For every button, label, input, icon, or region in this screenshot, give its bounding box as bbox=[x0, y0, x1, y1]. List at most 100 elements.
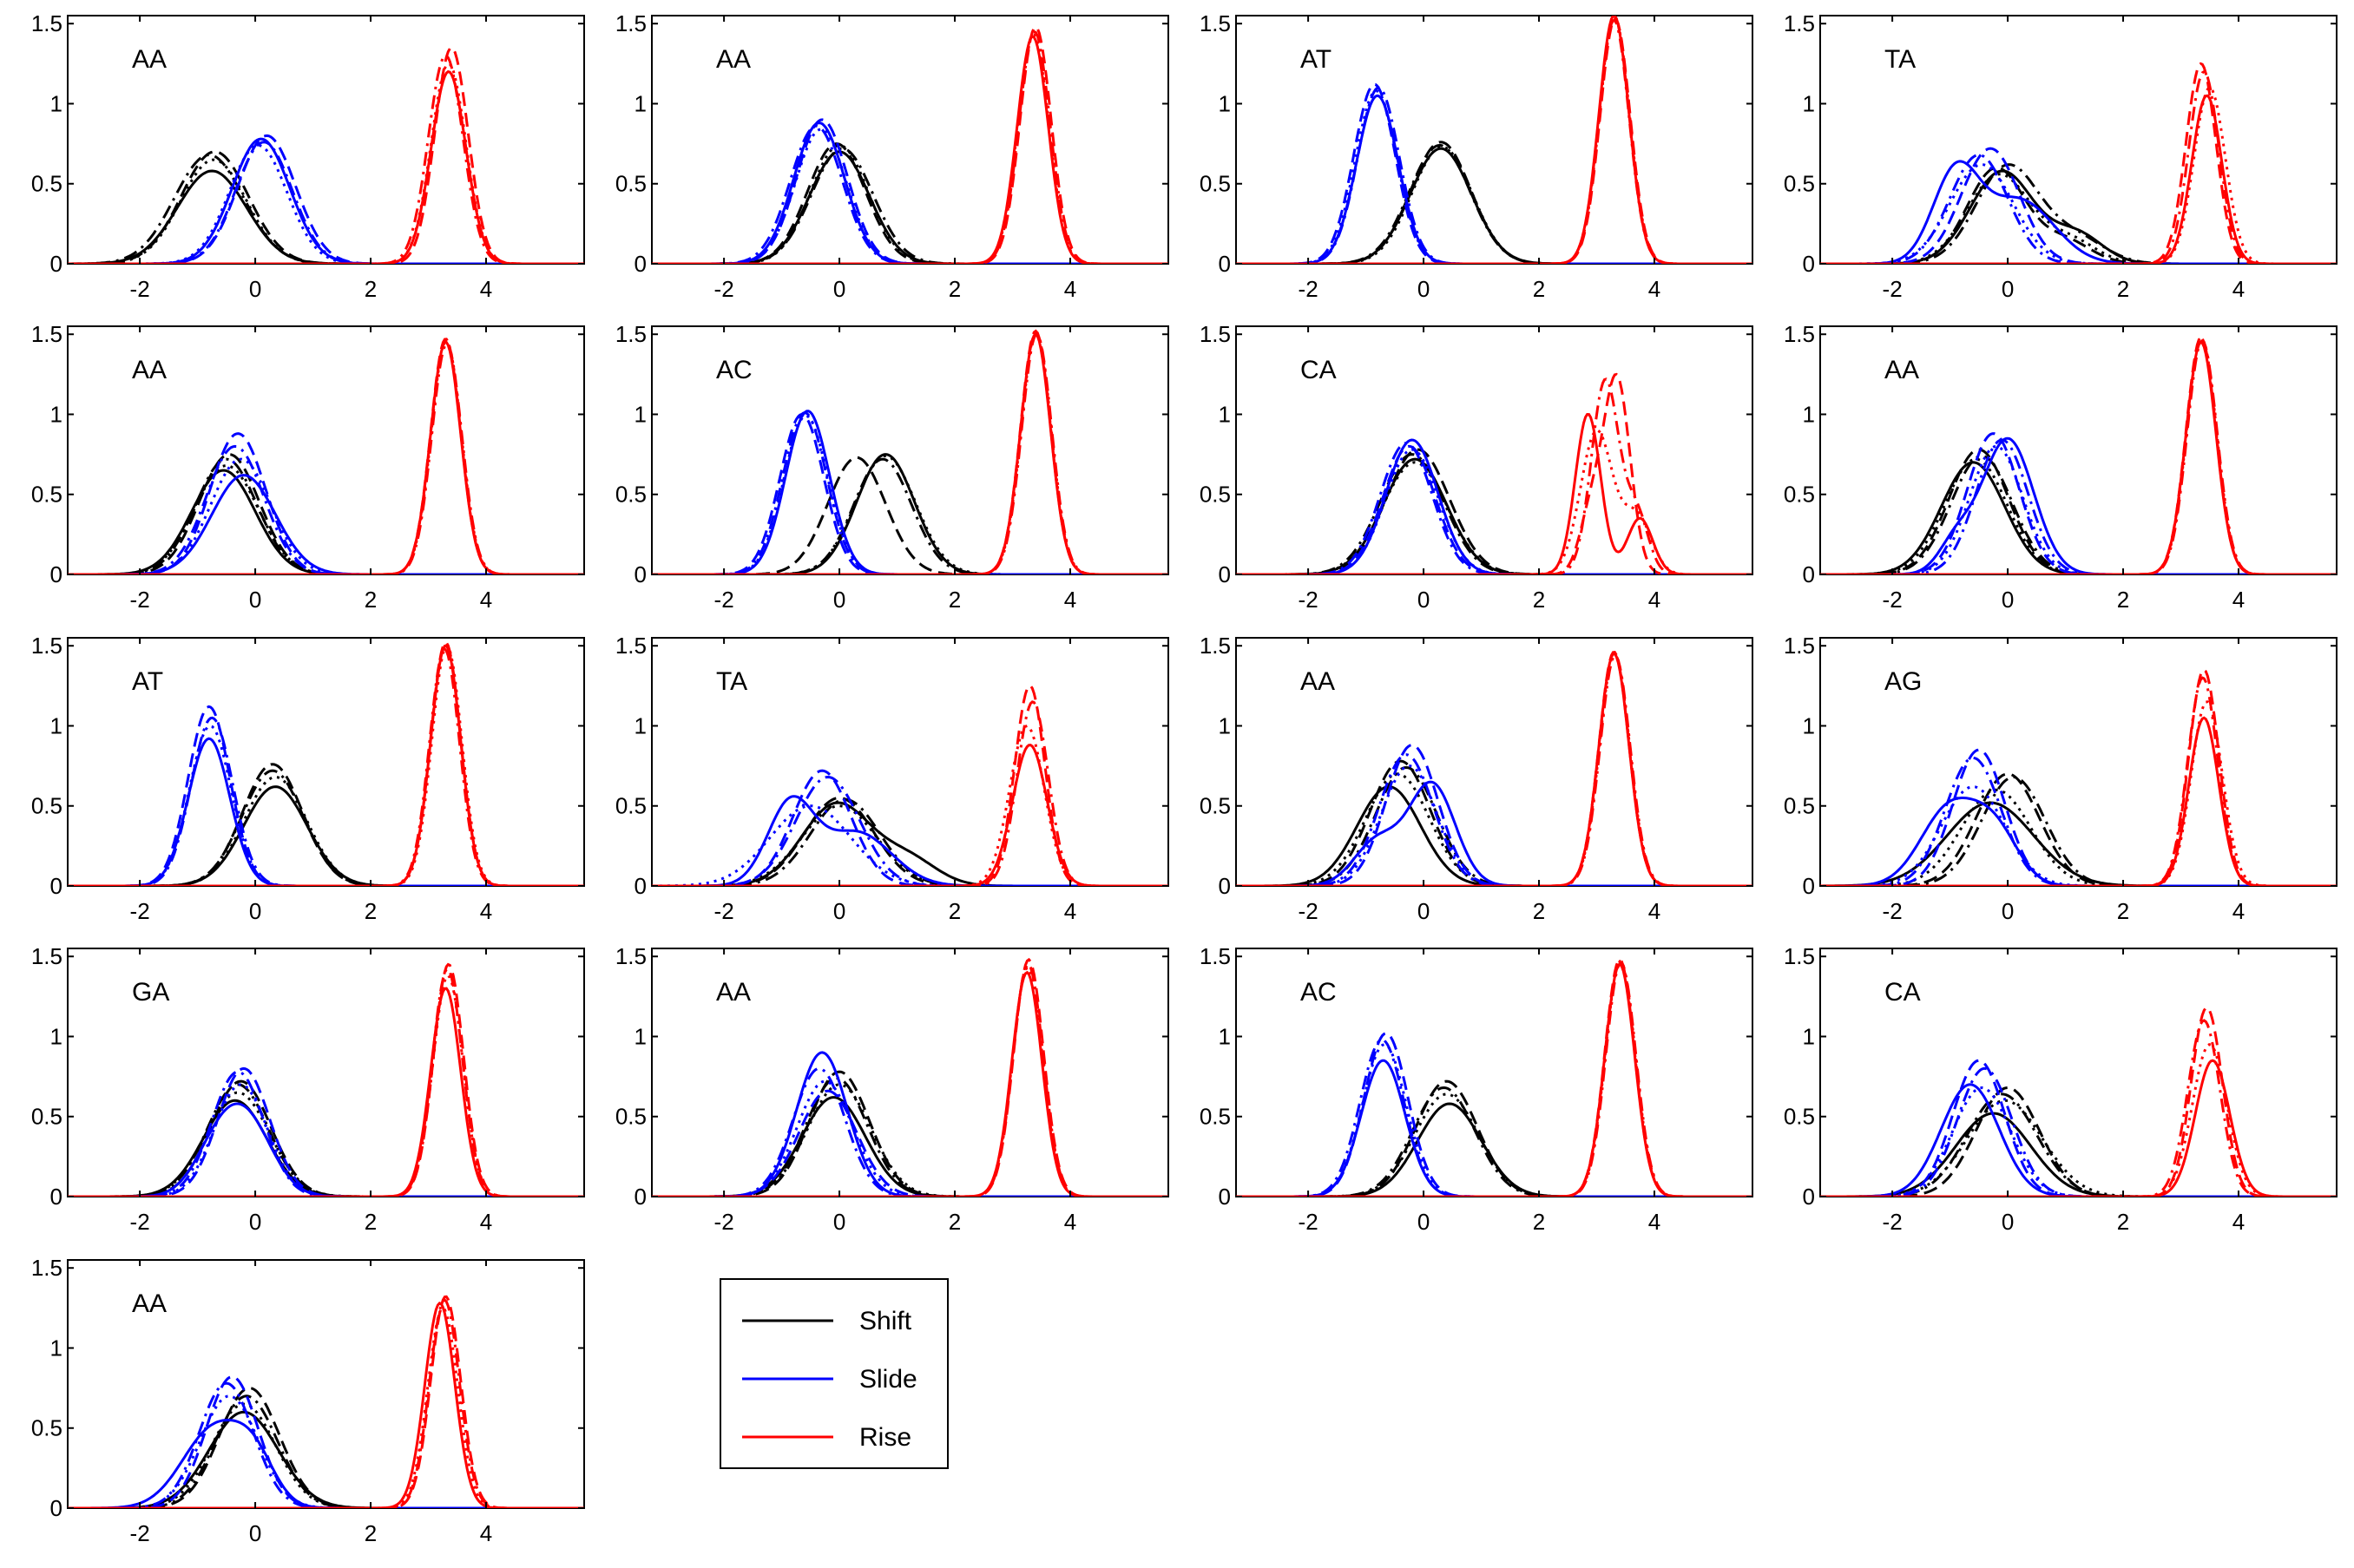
shift-series-dashed bbox=[68, 453, 584, 574]
plot-area bbox=[652, 329, 1168, 574]
x-tick-label: 0 bbox=[2002, 276, 2014, 302]
slide-series-dotted bbox=[1820, 163, 2337, 264]
y-tick-label: 1.5 bbox=[615, 943, 647, 969]
slide-series-dotted bbox=[1820, 785, 2337, 886]
y-tick-label: 1.5 bbox=[31, 1255, 62, 1281]
x-tick-label: 2 bbox=[365, 898, 377, 924]
slide-series-dotted bbox=[68, 724, 584, 886]
y-tick-label: 0.5 bbox=[1200, 171, 1231, 197]
panel-label: CA bbox=[1884, 978, 1921, 1007]
y-tick-label: 1 bbox=[1803, 1023, 1815, 1049]
panel-label: AA bbox=[132, 45, 167, 74]
x-tick-label: 0 bbox=[1417, 276, 1430, 302]
y-tick-label: 1.5 bbox=[1200, 321, 1231, 347]
x-tick-label: -2 bbox=[130, 587, 150, 613]
plot-area bbox=[68, 1295, 584, 1508]
y-tick-label: 0.5 bbox=[1200, 482, 1231, 508]
x-tick-label: -2 bbox=[1883, 587, 1903, 613]
x-tick-label: -2 bbox=[130, 276, 150, 302]
panel-15: -2 0 2 4 0 0.5 1 1.5 AC bbox=[1200, 943, 1753, 1235]
x-tick-label: -2 bbox=[1883, 1209, 1903, 1235]
rise-series-dashdot bbox=[1236, 653, 1752, 886]
y-tick-label: 0.5 bbox=[615, 482, 647, 508]
y-tick-label: 1 bbox=[1803, 90, 1815, 116]
x-tick-label: 4 bbox=[1064, 587, 1076, 613]
y-tick-label: 1 bbox=[1219, 90, 1231, 116]
panel-16: -2 0 2 4 0 0.5 1 1.5 CA bbox=[1784, 943, 2338, 1235]
x-tick-label: 0 bbox=[833, 898, 845, 924]
y-tick-label: 1.5 bbox=[615, 321, 647, 347]
x-tick-label: 0 bbox=[249, 587, 261, 613]
y-tick-label: 0.5 bbox=[1784, 1104, 1815, 1130]
y-tick-label: 0 bbox=[1803, 1184, 1815, 1210]
axes-frame bbox=[651, 15, 1169, 265]
panel-label: CA bbox=[1300, 356, 1337, 384]
x-tick-label: 2 bbox=[2117, 1209, 2129, 1235]
shift-series-solid bbox=[1820, 801, 2337, 886]
x-tick-label: -2 bbox=[1299, 276, 1318, 302]
x-tick-label: -2 bbox=[714, 587, 734, 613]
x-tick-label: 4 bbox=[480, 276, 492, 302]
shift-series-dashdot bbox=[1820, 454, 2337, 574]
x-tick-label: 4 bbox=[480, 1209, 492, 1235]
x-tick-label: -2 bbox=[1883, 276, 1903, 302]
shift-series-dotted bbox=[1820, 457, 2337, 574]
shift-series-dashed bbox=[68, 150, 584, 264]
x-tick-label: 4 bbox=[1648, 1209, 1660, 1235]
y-tick-label: 1.5 bbox=[31, 321, 62, 347]
y-tick-label: 1.5 bbox=[31, 943, 62, 969]
plot-area bbox=[1820, 1006, 2337, 1197]
axes-frame bbox=[1819, 325, 2338, 575]
shift-series-dotted bbox=[68, 463, 584, 574]
plot-area bbox=[68, 640, 584, 886]
y-tick-label: 0.5 bbox=[31, 793, 62, 819]
x-tick-label: 4 bbox=[1064, 276, 1076, 302]
x-tick-label: 0 bbox=[2002, 1209, 2014, 1235]
y-tick-label: 1.5 bbox=[615, 10, 647, 36]
x-tick-label: 2 bbox=[365, 1520, 377, 1546]
y-tick-label: 1.5 bbox=[31, 10, 62, 36]
rise-series-dashdot bbox=[68, 342, 584, 574]
panel-7: -2 0 2 4 0 0.5 1 1.5 CA bbox=[1200, 321, 1753, 613]
x-tick-label: 0 bbox=[249, 1520, 261, 1546]
plot-area bbox=[1820, 62, 2337, 264]
slide-series-dotted bbox=[1236, 89, 1752, 264]
rise-series-dotted bbox=[68, 62, 584, 264]
panel-3: -2 0 2 4 0 0.5 1 1.5 AT bbox=[1200, 10, 1753, 302]
x-tick-label: 2 bbox=[365, 1209, 377, 1235]
x-tick-label: 0 bbox=[2002, 898, 2014, 924]
panel-6: -2 0 2 4 0 0.5 1 1.5 AC bbox=[615, 321, 1169, 613]
y-tick-label: 0 bbox=[1219, 873, 1231, 899]
x-tick-label: 0 bbox=[833, 276, 845, 302]
rise-series-dashdot bbox=[652, 700, 1168, 886]
y-tick-label: 0 bbox=[635, 1184, 647, 1210]
x-tick-label: -2 bbox=[1299, 587, 1318, 613]
plot-area bbox=[652, 957, 1168, 1197]
panel-label: AA bbox=[132, 356, 167, 384]
y-tick-label: 0 bbox=[50, 251, 62, 277]
y-tick-label: 1 bbox=[50, 1335, 62, 1361]
y-tick-label: 0 bbox=[50, 873, 62, 899]
rise-series-dashdot bbox=[652, 332, 1168, 574]
x-tick-label: -2 bbox=[714, 276, 734, 302]
x-tick-label: 2 bbox=[2117, 587, 2129, 613]
axes-frame bbox=[651, 948, 1169, 1197]
panel-5: -2 0 2 4 0 0.5 1 1.5 AA bbox=[31, 321, 585, 613]
y-tick-label: 0 bbox=[1219, 251, 1231, 277]
y-tick-label: 1 bbox=[50, 401, 62, 427]
y-tick-label: 1 bbox=[635, 401, 647, 427]
x-tick-label: 2 bbox=[2117, 898, 2129, 924]
y-tick-label: 0.5 bbox=[31, 1104, 62, 1130]
x-tick-label: 2 bbox=[2117, 276, 2129, 302]
x-tick-label: 0 bbox=[1417, 587, 1430, 613]
x-tick-label: -2 bbox=[714, 1209, 734, 1235]
x-tick-label: -2 bbox=[130, 898, 150, 924]
plot-area bbox=[1236, 957, 1752, 1197]
axes-frame bbox=[1819, 637, 2338, 887]
panel-label: AC bbox=[716, 356, 753, 384]
y-tick-label: 0 bbox=[635, 561, 647, 587]
y-tick-label: 0 bbox=[1219, 561, 1231, 587]
axes-frame bbox=[1819, 948, 2338, 1197]
plot-area bbox=[1236, 16, 1752, 264]
legend-label-rise: Rise bbox=[859, 1423, 911, 1452]
